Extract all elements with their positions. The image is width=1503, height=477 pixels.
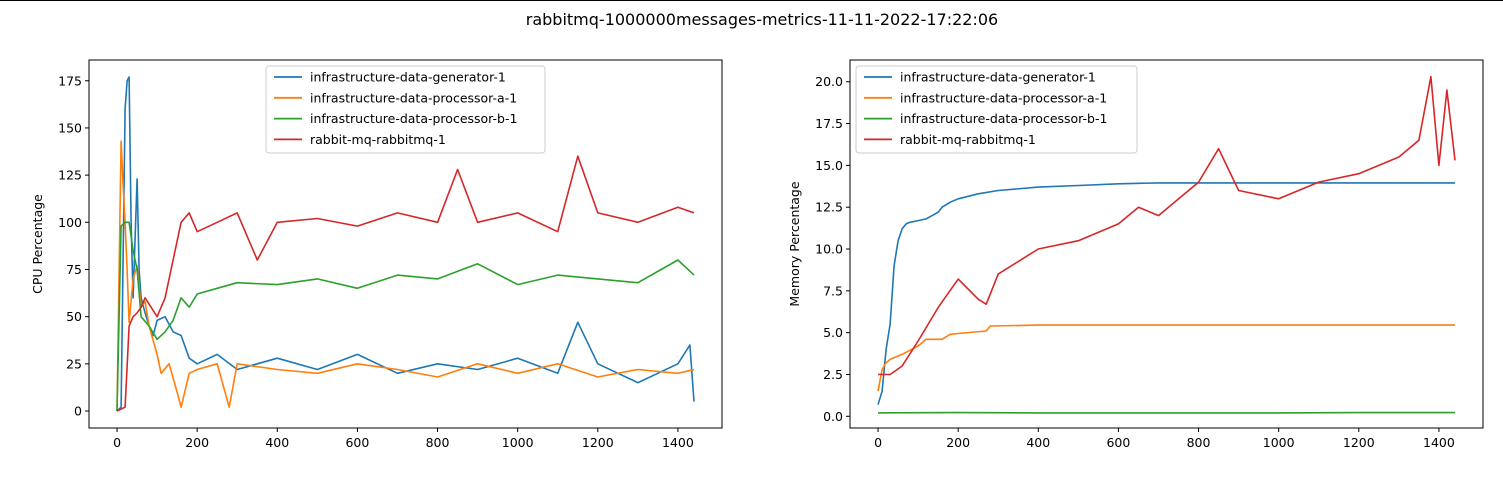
y-tick-label: 7.5 xyxy=(823,283,843,298)
legend-label-1: infrastructure-data-processor-a-1 xyxy=(900,90,1107,105)
legend-box xyxy=(855,65,1138,154)
legend-label-1: infrastructure-data-processor-a-1 xyxy=(310,90,517,105)
series-line-2 xyxy=(116,221,695,412)
series-line-1 xyxy=(877,324,1455,392)
y-tick-label: 20.0 xyxy=(815,74,843,89)
y-tick-label: 125 xyxy=(58,168,82,183)
legend-label-2: infrastructure-data-processor-b-1 xyxy=(310,111,517,126)
legend-label-3: rabbit-mq-rabbitmq-1 xyxy=(310,132,446,147)
x-tick-label: 1200 xyxy=(1343,435,1375,450)
cpu-chart: 0 200 400 600 800 1000 1200 1400 0 25 50 75 100 125 15… xyxy=(30,59,723,450)
x-tick-label: 1000 xyxy=(1263,435,1295,450)
y-tick-label: 100 xyxy=(58,215,82,230)
axes-frame xyxy=(849,59,1484,429)
x-tick-label: 1000 xyxy=(502,435,534,450)
y-tick-label: 0.0 xyxy=(823,409,843,424)
y-tick-label: 15.0 xyxy=(815,158,843,173)
y-axis-label: Memory Percentage xyxy=(787,181,802,306)
series-line-3 xyxy=(878,75,1456,376)
x-tick-label: 1200 xyxy=(582,435,614,450)
y-tick-label: 150 xyxy=(58,120,82,135)
x-tick-label: 1400 xyxy=(1423,435,1455,450)
x-tick-label: 600 xyxy=(345,435,369,450)
legend-label-0: infrastructure-data-generator-1 xyxy=(900,70,1096,85)
y-tick-label: 175 xyxy=(58,73,82,88)
y-tick-label: 5.0 xyxy=(823,325,843,340)
y-tick-label: 17.5 xyxy=(815,116,843,131)
legend-label-0: infrastructure-data-generator-1 xyxy=(310,70,506,85)
memory-chart: 0 200 400 600 800 1000 1200 1400 0.0 2.5 5.0 7.5 10.… xyxy=(787,59,1484,450)
x-tick-label: 400 xyxy=(1026,435,1050,450)
x-tick-label: 200 xyxy=(946,435,970,450)
y-tick-label: 2.5 xyxy=(823,367,843,382)
series-line-0 xyxy=(116,76,695,412)
series-line-3 xyxy=(116,155,695,412)
y-axis-label: CPU Percentage xyxy=(30,194,45,294)
x-tick-label: 1400 xyxy=(662,435,694,450)
legend-label-3: rabbit-mq-rabbitmq-1 xyxy=(900,132,1036,147)
x-tick-label: 0 xyxy=(874,435,882,450)
series-line-0 xyxy=(877,182,1455,405)
legend-box xyxy=(265,65,546,154)
legend-label-2: infrastructure-data-processor-b-1 xyxy=(900,111,1107,126)
series-line-1 xyxy=(116,140,695,412)
y-tick-label: 12.5 xyxy=(815,200,843,215)
x-tick-label: 800 xyxy=(426,435,450,450)
x-tick-label: 0 xyxy=(113,435,121,450)
y-tick-label: 0 xyxy=(74,404,82,419)
y-tick-label: 50 xyxy=(66,309,82,324)
figure-title: rabbitmq-1000000messages-metrics-11-11-2… xyxy=(526,10,998,29)
axes-frame xyxy=(88,59,723,429)
x-tick-label: 600 xyxy=(1106,435,1130,450)
x-tick-label: 200 xyxy=(185,435,209,450)
x-tick-label: 400 xyxy=(265,435,289,450)
y-tick-label: 25 xyxy=(66,356,82,371)
y-tick-label: 75 xyxy=(66,262,82,277)
x-tick-label: 800 xyxy=(1187,435,1211,450)
y-tick-label: 10.0 xyxy=(815,242,843,257)
